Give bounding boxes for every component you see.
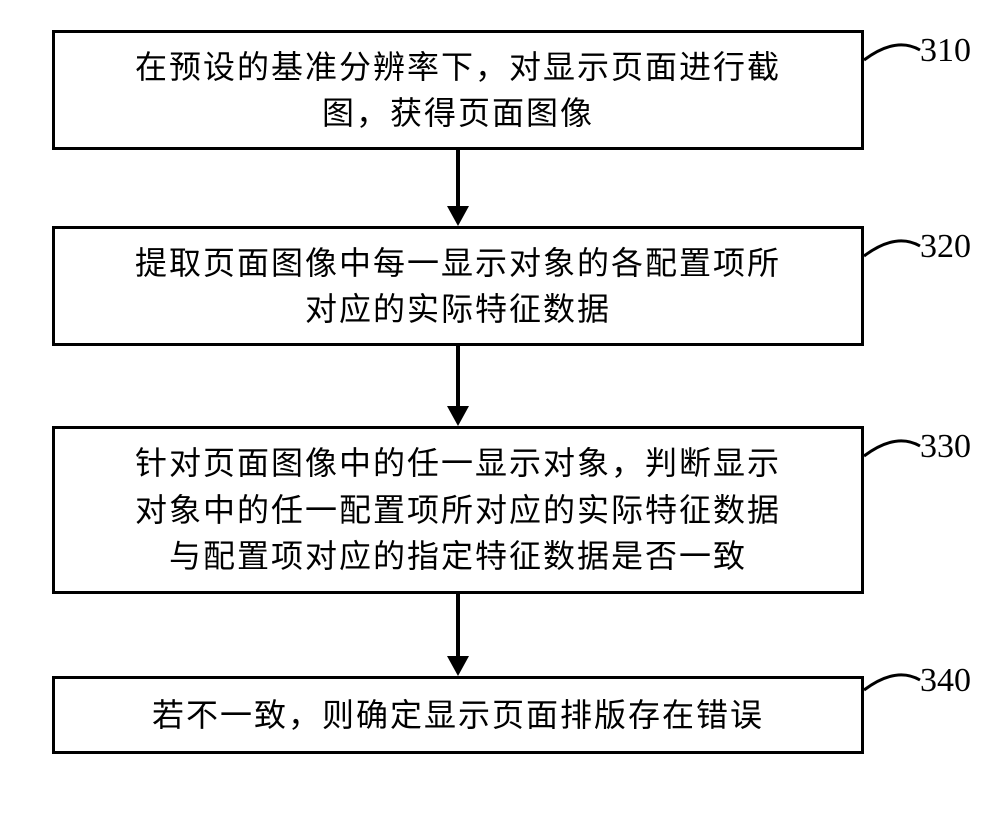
arrow-line [456,346,460,406]
step-label-330: 330 [920,428,971,466]
arrow-head-icon [447,656,469,676]
connector-curve [864,426,924,466]
connector-curve [864,226,924,266]
flowchart-canvas: 在预设的基准分辨率下，对显示页面进行截 图，获得页面图像 310 提取页面图像中… [0,0,1000,815]
step-label-310: 310 [920,32,971,70]
arrow-head-icon [447,406,469,426]
connector-curve [864,660,924,700]
flow-node-310: 在预设的基准分辨率下，对显示页面进行截 图，获得页面图像 [52,30,864,150]
flow-node-text: 在预设的基准分辨率下，对显示页面进行截 图，获得页面图像 [135,44,781,137]
flow-node-text: 提取页面图像中每一显示对象的各配置项所 对应的实际特征数据 [135,240,781,333]
arrow-line [456,150,460,206]
step-label-320: 320 [920,228,971,266]
flow-node-330: 针对页面图像中的任一显示对象，判断显示 对象中的任一配置项所对应的实际特征数据 … [52,426,864,594]
flow-node-text: 若不一致，则确定显示页面排版存在错误 [152,692,764,738]
flow-node-text: 针对页面图像中的任一显示对象，判断显示 对象中的任一配置项所对应的实际特征数据 … [135,440,781,579]
arrow-head-icon [447,206,469,226]
arrow-line [456,594,460,656]
flow-node-340: 若不一致，则确定显示页面排版存在错误 [52,676,864,754]
step-label-340: 340 [920,662,971,700]
connector-curve [864,30,924,70]
flow-node-320: 提取页面图像中每一显示对象的各配置项所 对应的实际特征数据 [52,226,864,346]
